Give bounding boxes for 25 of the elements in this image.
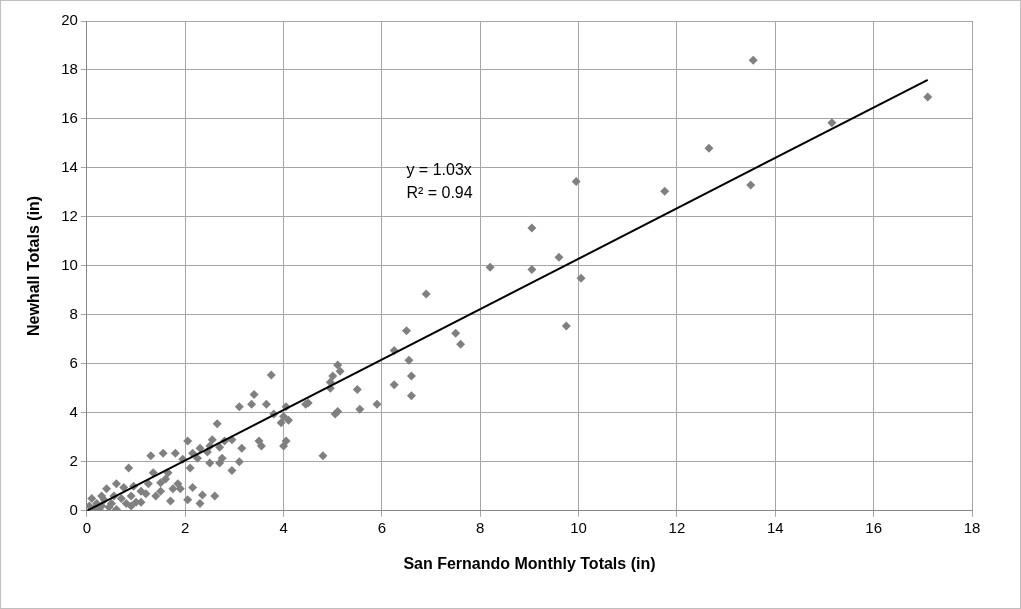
x-axis-title: San Fernando Monthly Totals (in) [403, 554, 656, 572]
x-tick-label: 4 [279, 518, 288, 536]
y-tick-label: 12 [61, 207, 78, 225]
y-tick-label: 4 [69, 402, 78, 420]
x-tick-label: 18 [963, 518, 981, 536]
y-tick-label: 6 [69, 354, 78, 371]
annotation: y = 1.03x [406, 160, 472, 178]
x-tick-label: 16 [865, 518, 882, 536]
y-tick-label: 16 [61, 109, 78, 127]
x-tick-label: 8 [476, 518, 485, 536]
x-tick-label: 0 [82, 518, 92, 536]
x-tick-label: 10 [570, 518, 587, 536]
x-tick-label: 12 [668, 518, 686, 536]
y-tick-label: 2 [69, 451, 78, 469]
annotation: R² = 0.94 [406, 183, 473, 201]
x-tick-label: 6 [377, 518, 387, 536]
y-tick-label: 10 [61, 256, 78, 274]
y-tick-label: 18 [61, 60, 78, 78]
y-tick-label: 8 [69, 305, 78, 323]
x-tick-label: 2 [181, 518, 190, 536]
y-tick-label: 14 [61, 158, 78, 176]
y-axis-title: Newhall Totals (in) [25, 195, 43, 336]
y-tick-label: 20 [61, 11, 78, 29]
x-tick-label: 14 [766, 518, 784, 536]
y-tick-label: 0 [69, 500, 78, 518]
